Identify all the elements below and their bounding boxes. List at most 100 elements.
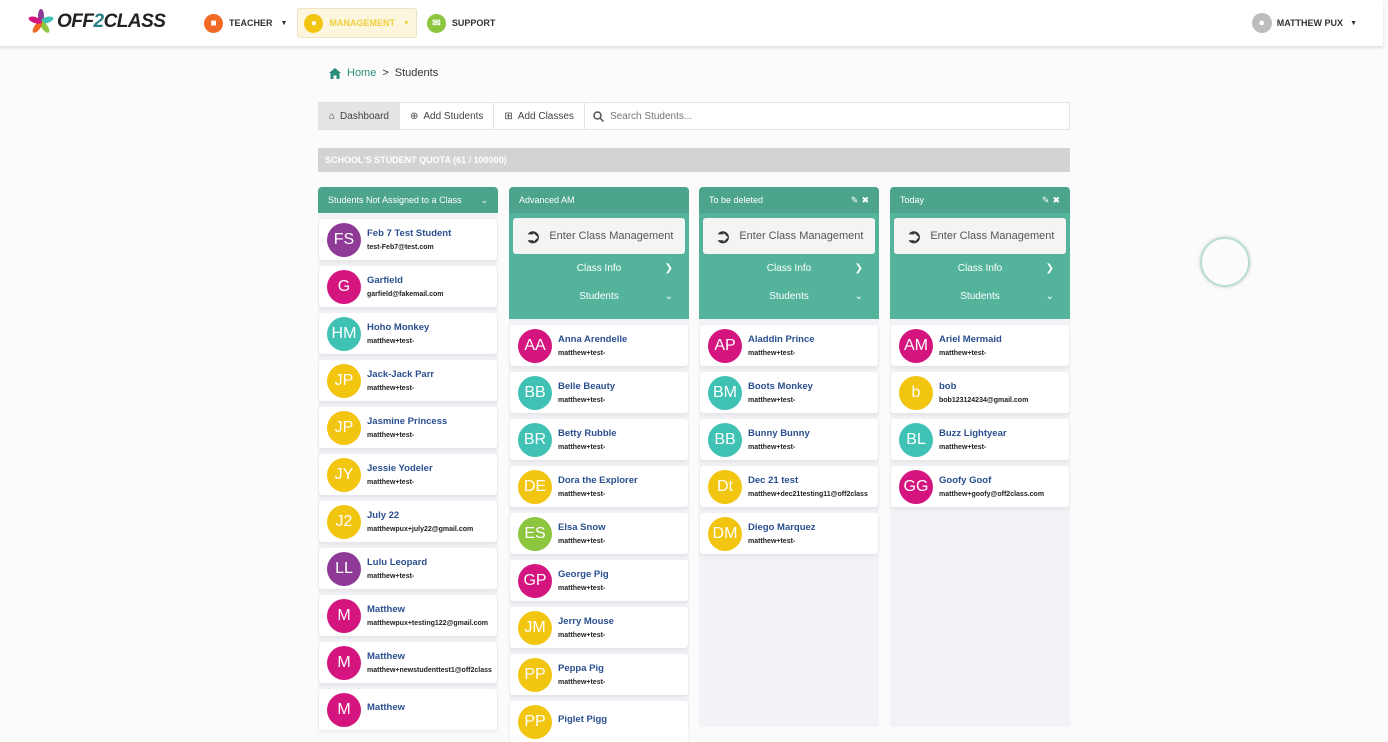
student-name[interactable]: Garfield [367, 275, 403, 286]
student-name[interactable]: Jessie Yodeler [367, 463, 433, 474]
row-label: Students [769, 290, 809, 302]
student-card[interactable]: DE Dora the Explorer matthew+test- [510, 466, 688, 507]
student-name[interactable]: Feb 7 Test Student [367, 228, 452, 239]
student-card[interactable]: M Matthew matthewpux+testing122@gmail.com [319, 595, 497, 636]
nav-support[interactable]: ✉ SUPPORT [421, 8, 502, 38]
student-email: matthewpux+testing122@gmail.com [367, 620, 488, 627]
button-label: Enter Class Management [549, 230, 674, 242]
user-menu[interactable]: ● MATTHEW PUX ▼ [1251, 13, 1357, 33]
student-name[interactable]: Lulu Leopard [367, 557, 428, 568]
student-card[interactable]: AP Aladdin Prince matthew+test- [700, 325, 878, 366]
class-info-toggle[interactable]: Class Info ❯ [894, 254, 1066, 282]
close-circle-icon[interactable]: ✖ [1052, 194, 1060, 205]
class-info-toggle[interactable]: Class Info ❯ [703, 254, 875, 282]
table-icon: ⊞ [504, 110, 513, 122]
class-info-toggle[interactable]: Class Info ❯ [513, 254, 685, 282]
class-title: To be deleted [709, 195, 764, 205]
student-name[interactable]: Diego Marquez [748, 522, 816, 533]
tab-label: Add Students [423, 110, 484, 122]
student-name[interactable]: Belle Beauty [558, 381, 616, 392]
student-name[interactable]: Jerry Mouse [558, 616, 614, 627]
student-email: matthew+test- [558, 679, 606, 686]
tab-label: Dashboard [340, 110, 389, 122]
student-name[interactable]: Anna Arendelle [558, 334, 628, 345]
student-card[interactable]: HM Hoho Monkey matthew+test- [319, 313, 497, 354]
student-name[interactable]: George Pig [558, 569, 609, 580]
student-card[interactable]: ES Elsa Snow matthew+test- [510, 513, 688, 554]
student-name[interactable]: Buzz Lightyear [939, 428, 1007, 439]
students-toggle[interactable]: Students ⌄ [513, 282, 685, 310]
students-toggle[interactable]: Students ⌄ [703, 282, 875, 310]
student-card[interactable]: BB Bunny Bunny matthew+test- [700, 419, 878, 460]
edit-icon[interactable]: ✎ [1041, 194, 1050, 205]
enter-class-management-button[interactable]: ➲ Enter Class Management [703, 218, 875, 254]
breadcrumb-home[interactable]: Home [347, 67, 377, 79]
student-card[interactable]: J2 July 22 matthewpux+july22@gmail.com [319, 501, 497, 542]
student-card[interactable]: PP Piglet Pigg [510, 701, 688, 742]
student-name[interactable]: Elsa Snow [558, 522, 606, 533]
student-card[interactable]: GP George Pig matthew+test- [510, 560, 688, 601]
off2class-logo[interactable]: OFF2CLASS [28, 9, 166, 35]
student-name[interactable]: Peppa Pig [558, 663, 604, 674]
student-card[interactable]: JP Jasmine Princess matthew+test- [319, 407, 497, 448]
student-card[interactable]: LL Lulu Leopard matthew+test- [319, 548, 497, 589]
student-card[interactable]: AA Anna Arendelle matthew+test- [510, 325, 688, 366]
column-header[interactable]: Students Not Assigned to a Class ⌄ [318, 187, 498, 213]
student-name[interactable]: Matthew [367, 604, 405, 615]
student-card[interactable]: FS Feb 7 Test Student test-Feb7@test.com [319, 219, 497, 260]
nav-teacher[interactable]: ■ TEACHER ▼ [198, 8, 293, 38]
chevron-right-icon: ❯ [664, 262, 673, 274]
student-name[interactable]: July 22 [367, 510, 400, 521]
breadcrumb: Home > Students [329, 67, 438, 79]
student-card[interactable]: M Matthew [319, 689, 497, 730]
tab-add-students[interactable]: ⊕ Add Students [400, 103, 495, 129]
nav-management[interactable]: ● MANAGEMENT ▼ [297, 8, 417, 38]
student-name[interactable]: Boots Monkey [748, 381, 813, 392]
student-card[interactable]: Dt Dec 21 test matthew+dec21testing11@off2… [700, 466, 878, 507]
student-name[interactable]: Betty Rubble [558, 428, 617, 439]
enter-class-management-button[interactable]: ➲ Enter Class Management [894, 218, 1066, 254]
student-name[interactable]: Dec 21 test [748, 475, 799, 486]
tab-dashboard[interactable]: ⌂ Dashboard [319, 103, 400, 129]
student-card[interactable]: M Matthew matthew+newstudenttest1@off2clas… [319, 642, 497, 683]
student-card[interactable]: GG Goofy Goof matthew+goofy@off2class.com [891, 466, 1069, 507]
student-card[interactable]: DM Diego Marquez matthew+test- [700, 513, 878, 554]
student-email: matthew+test- [367, 479, 415, 486]
plus-circle-icon: ⊕ [409, 110, 419, 122]
student-card[interactable]: BM Boots Monkey matthew+test- [700, 372, 878, 413]
student-card[interactable]: BL Buzz Lightyear matthew+test- [891, 419, 1069, 460]
student-card[interactable]: PP Peppa Pig matthew+test- [510, 654, 688, 695]
student-card[interactable]: b bob bob123124234@gmail.com [891, 372, 1069, 413]
student-name[interactable]: Matthew [367, 651, 405, 662]
student-name[interactable]: Matthew [367, 701, 405, 713]
enter-class-management-button[interactable]: ➲ Enter Class Management [513, 218, 685, 254]
student-name[interactable]: Hoho Monkey [367, 322, 430, 333]
student-name[interactable]: Ariel Mermaid [939, 334, 1002, 345]
close-circle-icon[interactable]: ✖ [861, 194, 869, 205]
student-name[interactable]: Jack-Jack Parr [367, 369, 435, 380]
student-card[interactable]: AM Ariel Mermaid matthew+test- [891, 325, 1069, 366]
student-card[interactable]: BR Betty Rubble matthew+test- [510, 419, 688, 460]
edit-icon[interactable]: ✎ [850, 194, 859, 205]
chevron-down-icon[interactable]: ⌄ [480, 194, 488, 205]
student-name[interactable]: Jasmine Princess [367, 416, 448, 427]
student-card[interactable]: JP Jack-Jack Parr matthew+test- [319, 360, 497, 401]
student-avatar: BM [708, 375, 742, 410]
student-card[interactable]: G Garfield garfield@fakemail.com [319, 266, 497, 307]
sign-in-icon: ➲ [524, 225, 542, 248]
student-name[interactable]: Goofy Goof [939, 475, 992, 486]
student-card[interactable]: JM Jerry Mouse matthew+test- [510, 607, 688, 648]
students-toggle[interactable]: Students ⌄ [894, 282, 1066, 310]
search-input[interactable] [609, 110, 1061, 122]
student-name[interactable]: Piglet Pigg [558, 713, 608, 725]
student-name[interactable]: Dora the Explorer [558, 475, 638, 486]
student-name[interactable]: Aladdin Prince [748, 334, 815, 345]
student-email: matthew+test- [558, 538, 606, 545]
student-card[interactable]: JY Jessie Yodeler matthew+test- [319, 454, 497, 495]
student-avatar: M [327, 692, 361, 727]
student-name[interactable]: Bunny Bunny [748, 428, 810, 439]
student-card[interactable]: BB Belle Beauty matthew+test- [510, 372, 688, 413]
student-email: matthew+test- [558, 585, 606, 592]
tab-add-classes[interactable]: ⊞ Add Classes [494, 103, 585, 129]
student-name[interactable]: bob [939, 381, 957, 392]
